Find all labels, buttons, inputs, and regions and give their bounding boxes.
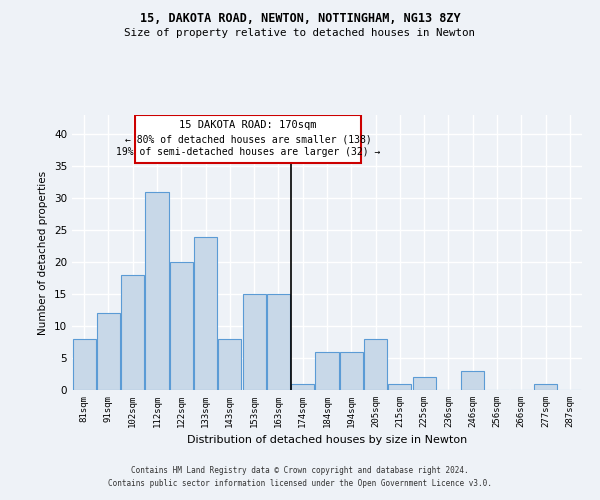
- Bar: [218, 339, 241, 390]
- Bar: [364, 339, 387, 390]
- Bar: [242, 294, 266, 390]
- Text: 15 DAKOTA ROAD: 170sqm: 15 DAKOTA ROAD: 170sqm: [179, 120, 317, 130]
- X-axis label: Distribution of detached houses by size in Newton: Distribution of detached houses by size …: [187, 436, 467, 446]
- Bar: [121, 275, 144, 390]
- Bar: [267, 294, 290, 390]
- Bar: [73, 339, 95, 390]
- Bar: [413, 377, 436, 390]
- Text: 15, DAKOTA ROAD, NEWTON, NOTTINGHAM, NG13 8ZY: 15, DAKOTA ROAD, NEWTON, NOTTINGHAM, NG1…: [140, 12, 460, 26]
- Bar: [534, 384, 557, 390]
- FancyBboxPatch shape: [135, 115, 361, 163]
- Bar: [291, 384, 314, 390]
- Text: Contains HM Land Registry data © Crown copyright and database right 2024.
Contai: Contains HM Land Registry data © Crown c…: [108, 466, 492, 487]
- Bar: [388, 384, 412, 390]
- Text: ← 80% of detached houses are smaller (138): ← 80% of detached houses are smaller (13…: [125, 134, 371, 144]
- Bar: [340, 352, 363, 390]
- Bar: [461, 371, 484, 390]
- Bar: [97, 314, 120, 390]
- Bar: [145, 192, 169, 390]
- Bar: [316, 352, 338, 390]
- Text: Size of property relative to detached houses in Newton: Size of property relative to detached ho…: [125, 28, 476, 38]
- Bar: [194, 236, 217, 390]
- Text: 19% of semi-detached houses are larger (32) →: 19% of semi-detached houses are larger (…: [116, 147, 380, 157]
- Y-axis label: Number of detached properties: Number of detached properties: [38, 170, 49, 334]
- Bar: [170, 262, 193, 390]
